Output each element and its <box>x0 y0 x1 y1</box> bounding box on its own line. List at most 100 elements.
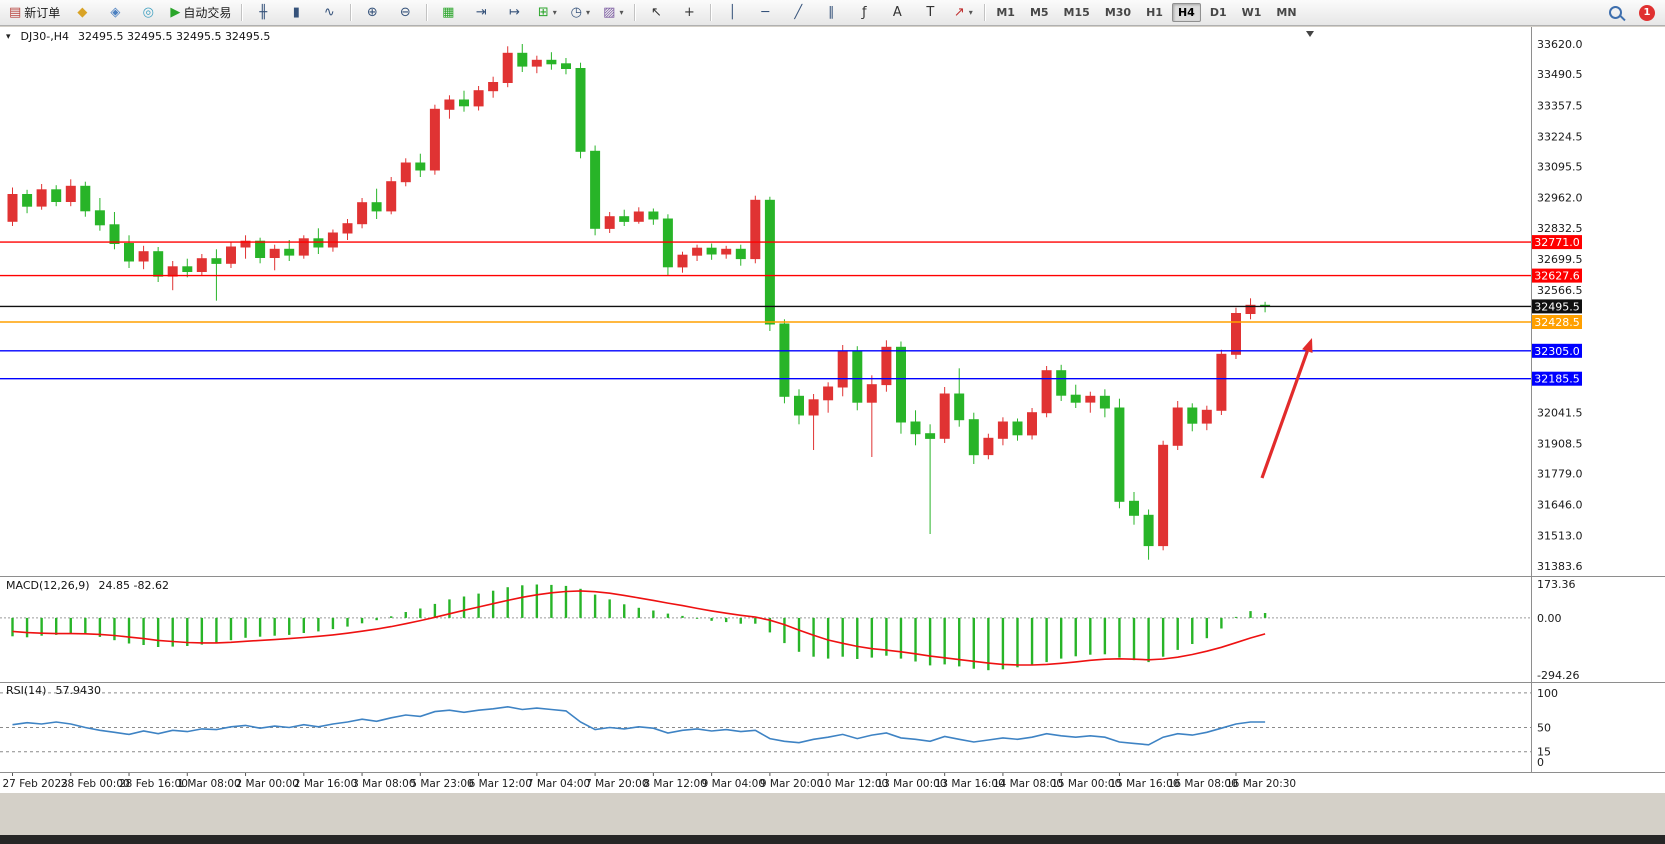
crosshair-button[interactable]: + <box>673 1 705 24</box>
timeframe-d1[interactable]: D1 <box>1209 6 1227 19</box>
svg-text:32185.5: 32185.5 <box>1534 373 1580 386</box>
svg-text:28 Feb 16:00: 28 Feb 16:00 <box>119 778 188 790</box>
bar-chart-icon: ╫ <box>259 5 268 20</box>
macd-axis: 173.36 0.00 -294.26 <box>1537 578 1579 682</box>
search-button[interactable] <box>1599 1 1631 24</box>
trendline-button[interactable]: ╱ <box>782 1 814 24</box>
svg-text:6 Mar 12:00: 6 Mar 12:00 <box>469 778 532 790</box>
zoom-out-icon: ⊖ <box>399 5 411 20</box>
crosshair-icon: + <box>683 5 695 20</box>
svg-text:14 Mar 08:00: 14 Mar 08:00 <box>993 778 1063 790</box>
svg-text:8 Mar 12:00: 8 Mar 12:00 <box>643 778 706 790</box>
svg-text:32041.5: 32041.5 <box>1537 406 1583 419</box>
indicators-button[interactable]: ⊞ ▾ <box>531 1 563 24</box>
market-watch-button[interactable]: ◆ <box>66 1 98 24</box>
svg-text:13 Mar 00:00: 13 Mar 00:00 <box>876 778 946 790</box>
vertical-line-button[interactable]: │ <box>716 1 748 24</box>
svg-text:33490.5: 33490.5 <box>1537 68 1583 81</box>
svg-text:2 Mar 16:00: 2 Mar 16:00 <box>294 778 357 790</box>
timeframe-m15[interactable]: M15 <box>1063 6 1090 19</box>
timeframe-w1[interactable]: W1 <box>1241 6 1262 19</box>
market-watch-icon: ◆ <box>77 5 88 20</box>
chart-shift-marker[interactable] <box>1306 31 1314 37</box>
svg-text:31513.0: 31513.0 <box>1537 530 1583 543</box>
zoom-in-button[interactable]: ⊕ <box>356 1 388 24</box>
svg-text:32771.0: 32771.0 <box>1534 236 1580 249</box>
cursor-button[interactable]: ↖ <box>640 1 672 24</box>
svg-text:32962.0: 32962.0 <box>1537 192 1583 205</box>
line-chart-button[interactable]: ∿ <box>313 1 345 24</box>
svg-text:16 Mar 08:00: 16 Mar 08:00 <box>1168 778 1238 790</box>
horizontal-line-button[interactable]: ─ <box>749 1 781 24</box>
cursor-icon: ↖ <box>650 5 662 20</box>
chart-canvas[interactable]: 32771.0 32627.6 32495.5 32428.5 32305.0 32185… <box>0 27 1665 793</box>
label-icon: T <box>926 5 935 20</box>
candlestick-chart-button[interactable]: ▮ <box>280 1 312 24</box>
auto-scroll-icon: ⇥ <box>475 5 487 20</box>
price-badge: 32428.5 <box>1532 315 1582 329</box>
price-badge: 32627.6 <box>1532 268 1582 283</box>
timeframe-buttons: M1 M5 M15 M30 H1 H4 D1 W1 MN <box>989 3 1303 22</box>
timeframe-h4[interactable]: H4 <box>1171 3 1201 22</box>
auto-trading-button-label: 自动交易 <box>183 6 232 20</box>
svg-text:32428.5: 32428.5 <box>1534 316 1580 329</box>
svg-text:15 Mar 00:00: 15 Mar 00:00 <box>1051 778 1121 790</box>
auto-scroll-button[interactable]: ⇥ <box>465 1 497 24</box>
zoom-in-icon: ⊕ <box>366 5 378 20</box>
svg-text:7 Mar 04:00: 7 Mar 04:00 <box>527 778 590 790</box>
notification-badge[interactable]: 1 <box>1639 4 1655 21</box>
svg-text:31908.5: 31908.5 <box>1537 437 1583 450</box>
timeframe-m30[interactable]: M30 <box>1104 6 1132 19</box>
fibonacci-button[interactable]: ƒ <box>848 1 880 24</box>
dropdown-caret-icon: ▾ <box>585 8 590 17</box>
channel-icon: ∥ <box>828 5 835 20</box>
periods-button[interactable]: ◷ ▾ <box>564 1 596 24</box>
up-trend-arrow[interactable] <box>1260 338 1313 479</box>
horizontal-line-icon: ─ <box>761 5 770 20</box>
clock-icon: ◷ <box>570 5 582 20</box>
chart-window[interactable]: 32771.0 32627.6 32495.5 32428.5 32305.0 32185… <box>0 27 1665 793</box>
tile-windows-button[interactable]: ▦ <box>432 1 464 24</box>
svg-text:100: 100 <box>1537 687 1558 700</box>
svg-text:7 Mar 20:00: 7 Mar 20:00 <box>585 778 648 790</box>
auto-trading-button[interactable]: ▶ 自动交易 <box>165 1 236 24</box>
price-badge: 32185.5 <box>1532 371 1582 386</box>
dropdown-caret-icon: ▾ <box>552 8 557 17</box>
zoom-out-button[interactable]: ⊖ <box>389 1 421 24</box>
new-order-icon: ▤ <box>9 5 22 20</box>
svg-text:0: 0 <box>1537 756 1544 769</box>
timeframe-m5[interactable]: M5 <box>1029 6 1049 19</box>
arrows-icon: ↗ <box>953 5 965 20</box>
data-window-button[interactable]: ◈ <box>99 1 131 24</box>
toolbar-buttons: ▤ 新订单 ◆ ◈ ◎ ▶ 自动交易 ╫ ▮ ∿ ⊕ ⊖ ▦ ⇥ ↦ ⊞ ▾ ◷ ▾ ▨ ▾ ↖ + │ ─ ╱ ∥ ƒ A T ↗ ▾ <box>4 1 989 24</box>
play-icon: ▶ <box>170 5 181 20</box>
rsi-axis: 100 50 150 <box>1537 687 1558 769</box>
toolbar-separator <box>426 4 428 21</box>
svg-text:9 Mar 04:00: 9 Mar 04:00 <box>702 778 765 790</box>
label-button[interactable]: T <box>914 1 946 24</box>
chart-shift-button[interactable]: ↦ <box>498 1 530 24</box>
arrows-button[interactable]: ↗ ▾ <box>947 1 979 24</box>
svg-text:32832.5: 32832.5 <box>1537 222 1583 235</box>
timeframe-mn[interactable]: MN <box>1276 6 1297 19</box>
svg-text:0.00: 0.00 <box>1537 612 1562 625</box>
fibonacci-icon: ƒ <box>862 5 867 20</box>
svg-text:31779.0: 31779.0 <box>1537 468 1583 481</box>
bar-chart-button[interactable]: ╫ <box>247 1 279 24</box>
timeframe-h1[interactable]: H1 <box>1146 6 1163 19</box>
channel-button[interactable]: ∥ <box>815 1 847 24</box>
text-button[interactable]: A <box>881 1 913 24</box>
svg-text:32305.0: 32305.0 <box>1534 345 1580 358</box>
toolbar-separator <box>710 4 712 21</box>
vertical-line-icon: │ <box>728 5 737 20</box>
svg-text:31383.6: 31383.6 <box>1537 560 1583 573</box>
templates-button[interactable]: ▨ ▾ <box>597 1 629 24</box>
price-axis: 33620.0 33490.5 33357.5 33224.5 33095.5 32962… <box>1537 38 1583 573</box>
timeframe-m1[interactable]: M1 <box>996 6 1015 19</box>
svg-text:27 Feb 2023: 27 Feb 2023 <box>3 778 68 790</box>
svg-text:5 Mar 23:00: 5 Mar 23:00 <box>410 778 473 790</box>
text-icon: A <box>892 5 902 20</box>
navigator-button[interactable]: ◎ <box>132 1 164 24</box>
svg-text:2 Mar 00:00: 2 Mar 00:00 <box>236 778 299 790</box>
new-order-button[interactable]: ▤ 新订单 <box>4 1 65 24</box>
